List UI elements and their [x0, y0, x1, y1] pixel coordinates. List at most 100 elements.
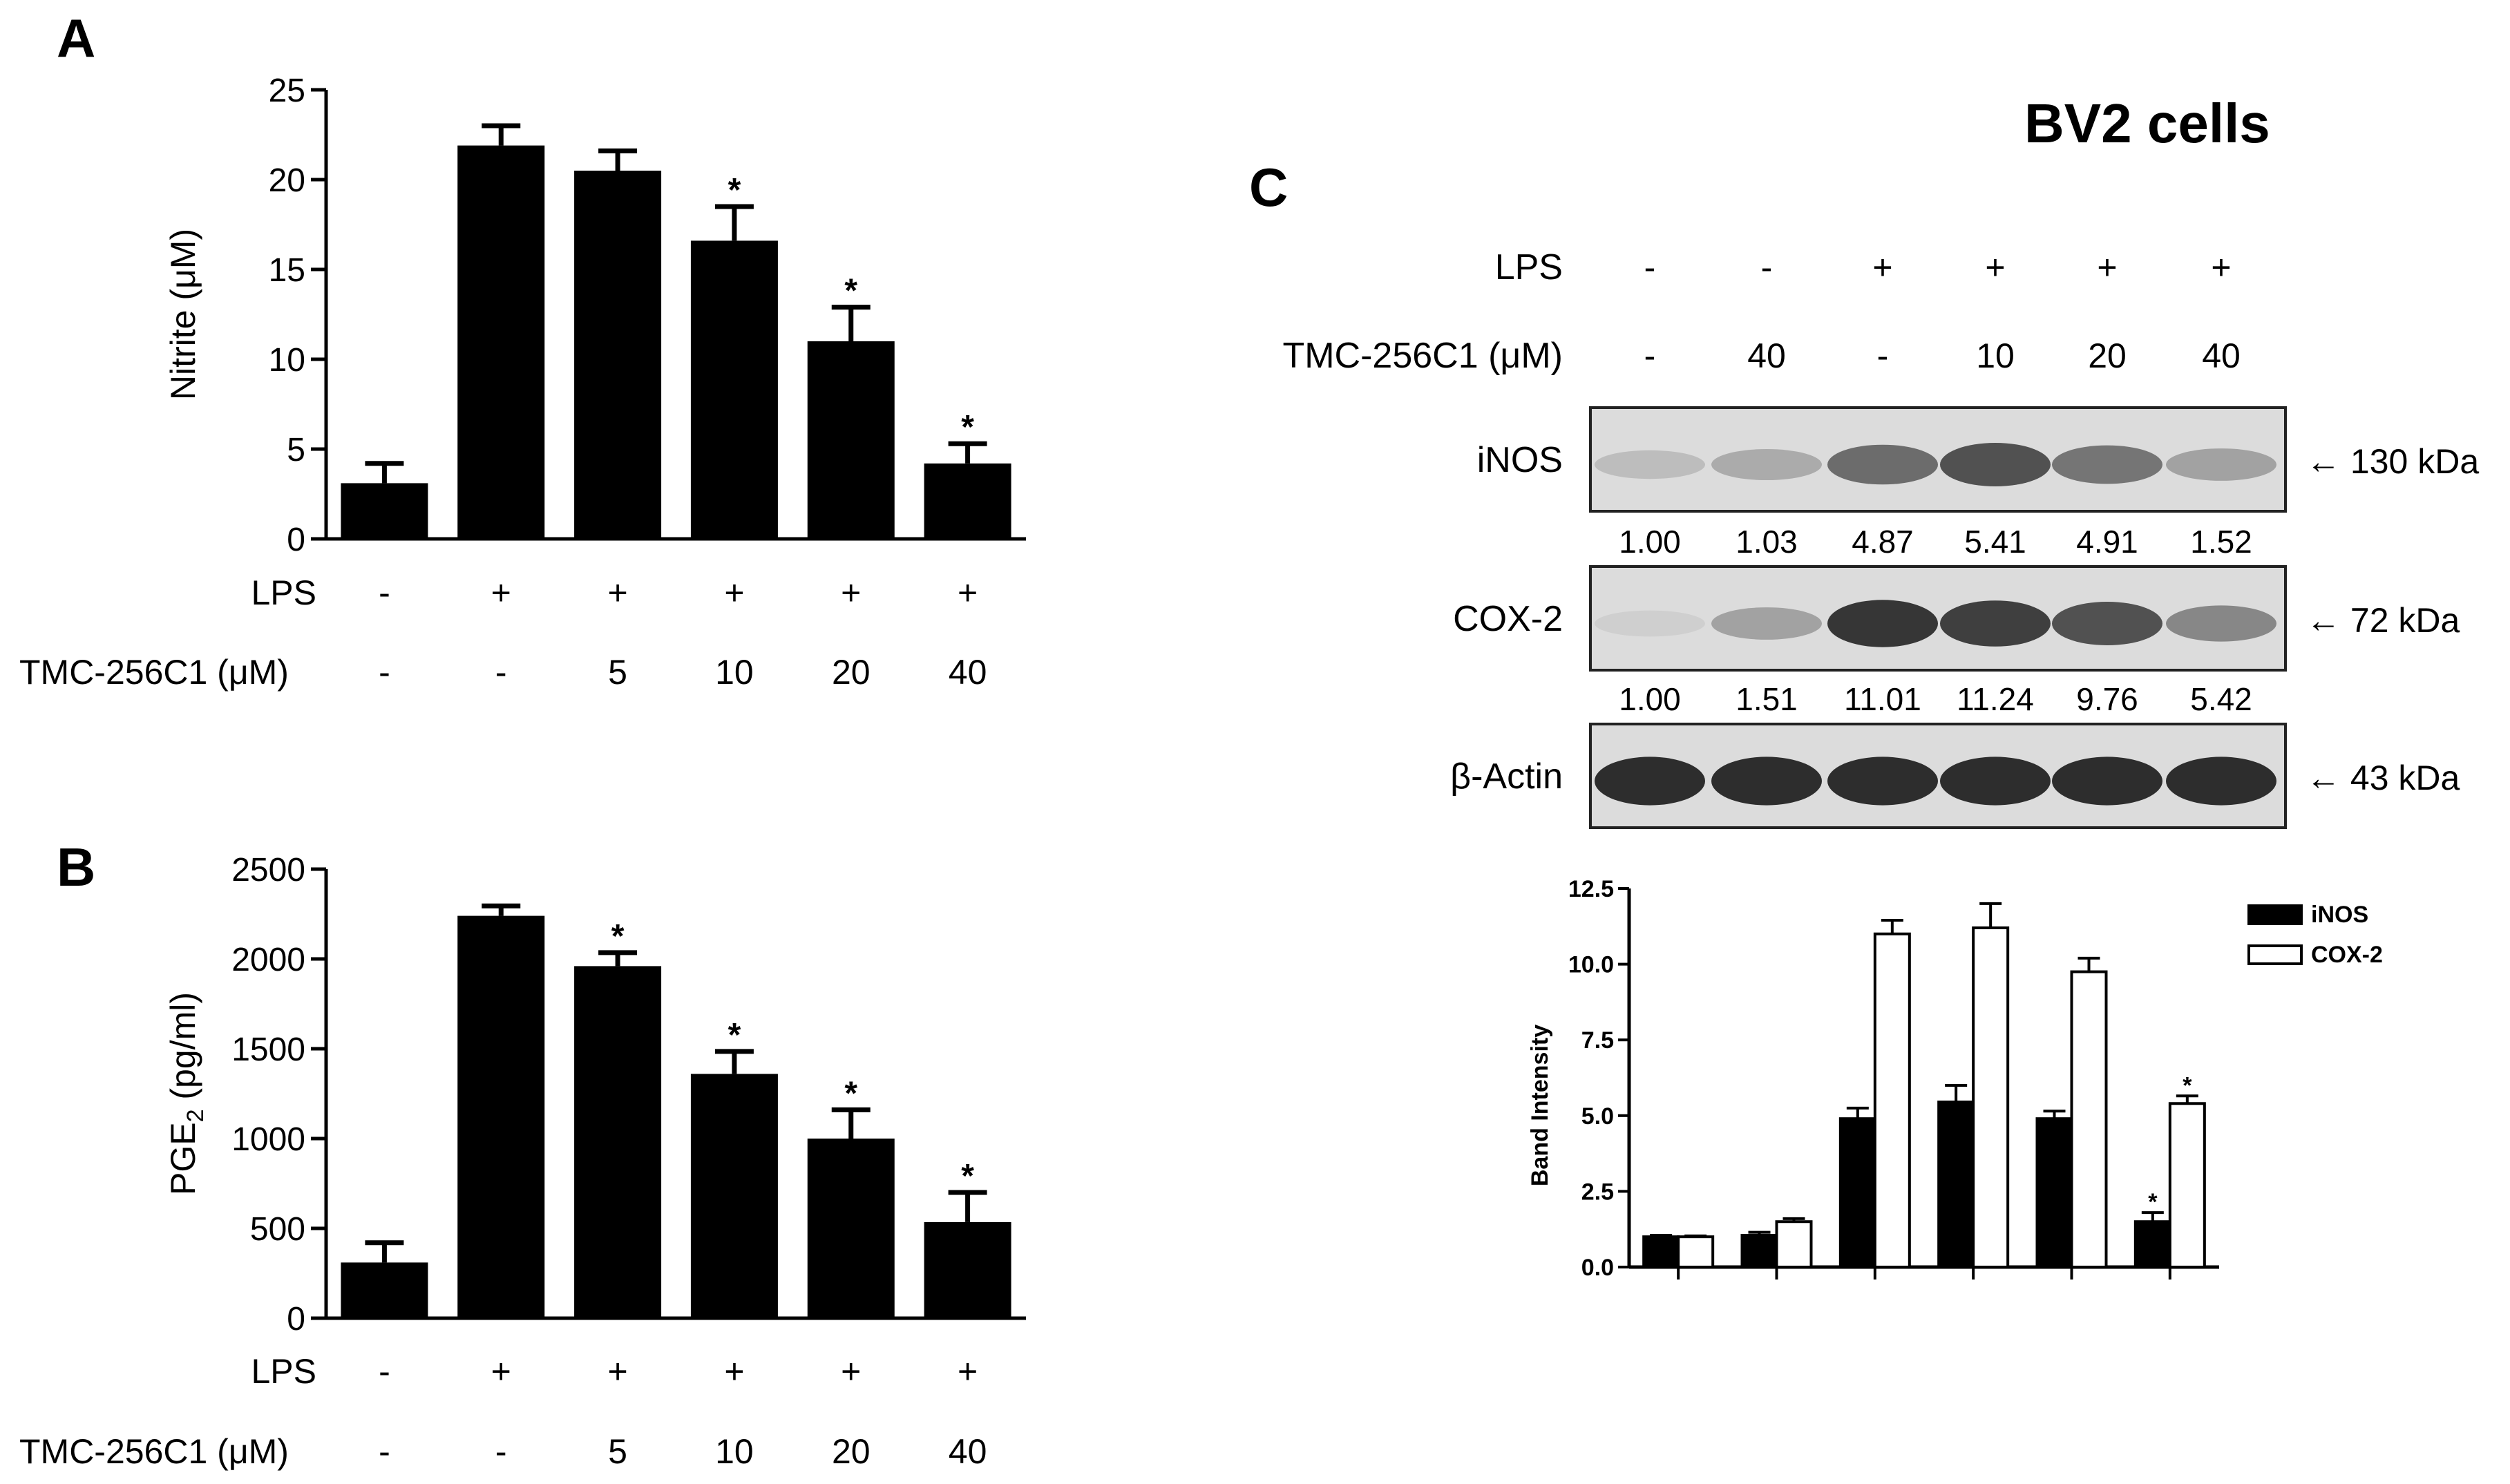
- lps-sign: +: [841, 573, 861, 612]
- bar-cox2: [1775, 1220, 1813, 1268]
- tmc-dose: 40: [949, 1432, 987, 1471]
- tmc-dose: 5: [608, 1432, 627, 1471]
- blot-band: [2052, 445, 2162, 484]
- c-y-tick-label: 5.0: [1581, 1103, 1614, 1130]
- tmc-dose: 40: [949, 653, 987, 692]
- significance-marker: *: [728, 1017, 741, 1054]
- y-tick-label: 20: [269, 162, 305, 199]
- y-axis-label: PGE2 (pg/ml): [164, 992, 209, 1195]
- lps-sign: +: [841, 1352, 861, 1391]
- bar: [924, 1221, 1011, 1318]
- bar: [807, 341, 895, 539]
- blot-band: [1940, 757, 2051, 806]
- blot-band-label: iNOS: [1477, 440, 1563, 480]
- bar: [574, 171, 662, 539]
- blot-band: [2166, 605, 2276, 642]
- blot-density-value: 1.00: [1619, 681, 1681, 717]
- c-significance-marker: *: [2183, 1072, 2192, 1098]
- blot-lps-sign: -: [1644, 248, 1656, 287]
- c-y-tick-label: 10.0: [1568, 952, 1614, 978]
- blot-band-label: β-Actin: [1450, 757, 1563, 797]
- blot-tmc-dose: -: [1877, 336, 1889, 375]
- c-y-tick-label: 2.5: [1581, 1179, 1614, 1205]
- legend-swatch-inos: [2247, 904, 2303, 925]
- blot-band: [1827, 600, 1938, 647]
- blot-density-value: 11.24: [1957, 681, 2034, 717]
- blot-size-marker: ← 130 kDa: [2306, 442, 2479, 481]
- y-tick-label: 1000: [231, 1121, 305, 1158]
- bar-cox2: [1972, 926, 2010, 1268]
- blot-tmc-dose: 40: [2202, 336, 2241, 375]
- tmc-dose: -: [495, 1432, 507, 1471]
- bar-inos: [1642, 1235, 1680, 1269]
- bar: [457, 915, 545, 1318]
- tmc-dose: 20: [832, 653, 871, 692]
- panel-letter-a: A: [57, 8, 95, 68]
- tmc-row-label: TMC-256C1 (μM): [19, 1432, 289, 1471]
- blot-band: [1711, 607, 1822, 640]
- bar-cox2: [2168, 1102, 2206, 1269]
- bar-cox2: [1677, 1235, 1715, 1269]
- panel-letter-b: B: [57, 837, 95, 897]
- blot-density-value: 4.91: [2076, 524, 2138, 560]
- blot-band: [2052, 602, 2162, 645]
- blot-density-value: 11.01: [1844, 681, 1921, 717]
- bar-inos: [2133, 1220, 2171, 1268]
- y-tick-label: 0: [287, 522, 305, 558]
- blot-title: BV2 cells: [2024, 93, 2270, 154]
- y-tick-label: 10: [269, 342, 305, 379]
- blot-size-marker: ← 72 kDa: [2306, 601, 2460, 640]
- chart-a-nitrite: 0 5 10 15 20 25 Nitrite (μM) - - + - +5 * +10 * +20 * +40…: [19, 73, 1026, 692]
- y-tick-label: 500: [250, 1211, 305, 1248]
- bar-cox2: [1873, 932, 1911, 1268]
- y-tick-label: 1500: [231, 1031, 305, 1068]
- lps-sign: +: [607, 573, 627, 612]
- blot-band-label: COX-2: [1453, 599, 1563, 639]
- blot-tmc-dose: 20: [2088, 336, 2127, 375]
- blot-band: [1940, 600, 2051, 647]
- tmc-dose: -: [379, 653, 390, 692]
- blot-band: [2166, 448, 2276, 481]
- lps-row-label: LPS: [251, 573, 316, 612]
- tmc-dose: 20: [832, 1432, 871, 1471]
- c-significance-marker: *: [2148, 1189, 2158, 1215]
- blot-tmc-dose: 10: [1976, 336, 2015, 375]
- blot-band: [1711, 757, 1822, 806]
- c-y-tick-label: 12.5: [1568, 876, 1614, 902]
- tmc-dose: -: [379, 1432, 390, 1471]
- blot-band: [1595, 610, 1705, 637]
- lps-sign: -: [379, 1352, 390, 1391]
- significance-marker: *: [844, 273, 857, 310]
- legend-label-cox2: COX-2: [2311, 942, 2383, 968]
- c-y-tick-label: 0.0: [1581, 1255, 1614, 1281]
- blot-lps-sign: +: [2097, 248, 2117, 287]
- blot-density-value: 1.00: [1619, 524, 1681, 560]
- bar-cox2: [2070, 970, 2108, 1269]
- lps-sign: +: [607, 1352, 627, 1391]
- blot-band: [1711, 449, 1822, 480]
- lps-row-label: LPS: [251, 1352, 316, 1391]
- blot-density-value: 1.51: [1736, 681, 1798, 717]
- bar: [690, 1074, 778, 1318]
- bar-inos: [2035, 1117, 2073, 1268]
- lps-sign: +: [491, 573, 511, 612]
- blot-density-value: 5.42: [2190, 681, 2252, 717]
- c-y-tick-label: 7.5: [1581, 1027, 1614, 1054]
- bar: [924, 463, 1011, 539]
- bar: [341, 483, 428, 539]
- chart-c-band-intensity: 0.0 2.5 5.0 7.5 10.0 12.5 Band Intensity * * iNOS…: [1527, 876, 2383, 1281]
- blot-density-value: 1.52: [2190, 524, 2252, 560]
- bar-inos: [1937, 1101, 1975, 1269]
- y-axis-label: Nitrite (μM): [164, 229, 202, 400]
- bar-inos: [1740, 1233, 1778, 1269]
- blot-density-value: 9.76: [2076, 681, 2138, 717]
- lps-sign: +: [958, 573, 978, 612]
- significance-marker: *: [961, 1158, 974, 1195]
- y-tick-label: 0: [287, 1301, 305, 1338]
- tmc-dose: -: [495, 653, 507, 692]
- blot-band: [1940, 443, 2051, 486]
- lps-sign: +: [724, 1352, 744, 1391]
- tmc-dose: 10: [715, 653, 754, 692]
- y-tick-label: 2500: [231, 852, 305, 888]
